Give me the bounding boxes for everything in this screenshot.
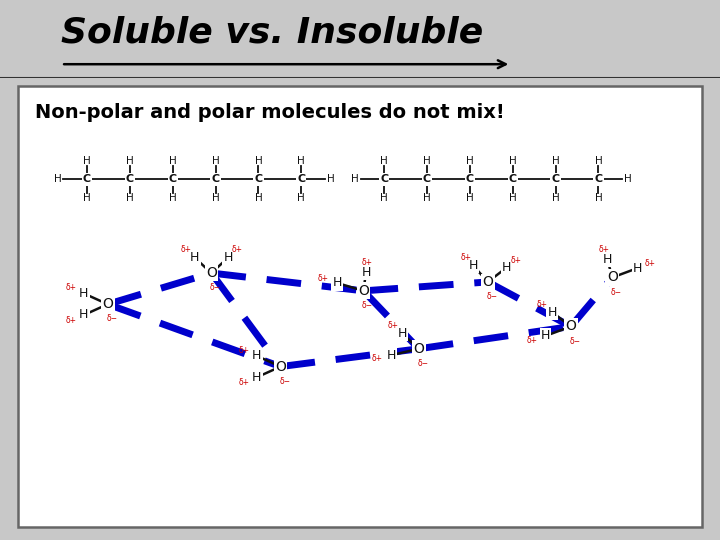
Text: H: H xyxy=(387,349,396,362)
Text: C: C xyxy=(212,174,220,185)
Text: H: H xyxy=(168,193,176,203)
Text: δ−: δ− xyxy=(487,292,498,301)
Text: δ+: δ+ xyxy=(318,274,329,284)
Text: H: H xyxy=(552,156,559,166)
Text: C: C xyxy=(297,174,305,185)
Text: H: H xyxy=(252,349,261,362)
Text: H: H xyxy=(541,329,550,342)
Text: H: H xyxy=(212,193,220,203)
Text: C: C xyxy=(254,174,263,185)
Text: H: H xyxy=(79,308,89,321)
Text: H: H xyxy=(126,156,134,166)
Text: δ−: δ− xyxy=(279,377,290,386)
Text: δ+: δ+ xyxy=(510,255,522,265)
Text: δ+: δ+ xyxy=(537,300,548,309)
Text: C: C xyxy=(509,174,517,185)
Text: O: O xyxy=(413,342,424,356)
Text: δ+: δ+ xyxy=(362,258,373,267)
Text: O: O xyxy=(607,271,618,285)
Text: δ−: δ− xyxy=(107,314,117,323)
Text: δ+: δ+ xyxy=(645,259,656,268)
Text: H: H xyxy=(466,156,474,166)
Text: C: C xyxy=(126,174,134,185)
Text: H: H xyxy=(252,371,261,384)
Text: δ+: δ+ xyxy=(231,245,242,254)
Text: C: C xyxy=(380,174,388,185)
Text: Soluble vs. Insoluble: Soluble vs. Insoluble xyxy=(61,16,483,50)
Text: H: H xyxy=(83,193,91,203)
Text: H: H xyxy=(423,193,431,203)
Text: δ+: δ+ xyxy=(388,321,399,330)
Text: C: C xyxy=(595,174,603,185)
Text: H: H xyxy=(54,174,62,185)
Text: H: H xyxy=(79,287,89,300)
Text: H: H xyxy=(168,156,176,166)
Text: δ−: δ− xyxy=(611,288,622,296)
Text: O: O xyxy=(102,297,113,311)
Text: O: O xyxy=(565,320,576,334)
Text: H: H xyxy=(326,174,334,185)
Text: C: C xyxy=(552,174,559,185)
Text: C: C xyxy=(168,174,176,185)
Text: δ−: δ− xyxy=(418,359,428,368)
Text: δ+: δ+ xyxy=(527,336,538,345)
Text: δ+: δ+ xyxy=(460,253,472,262)
Text: δ+: δ+ xyxy=(239,346,250,355)
Text: H: H xyxy=(333,276,342,289)
Text: H: H xyxy=(633,262,642,275)
Text: H: H xyxy=(380,156,388,166)
Text: H: H xyxy=(254,193,262,203)
Text: δ−: δ− xyxy=(210,284,221,292)
Text: H: H xyxy=(397,327,407,340)
Text: H: H xyxy=(552,193,559,203)
Text: H: H xyxy=(547,306,557,319)
Text: H: H xyxy=(423,156,431,166)
Text: δ+: δ+ xyxy=(181,245,192,254)
Text: H: H xyxy=(624,174,631,185)
Text: O: O xyxy=(482,275,493,289)
Text: H: H xyxy=(469,259,478,272)
Text: H: H xyxy=(223,251,233,264)
Text: C: C xyxy=(423,174,431,185)
Text: H: H xyxy=(595,156,603,166)
Text: δ−: δ− xyxy=(570,337,580,346)
Text: δ+: δ+ xyxy=(599,245,610,254)
Text: Non-polar and polar molecules do not mix!: Non-polar and polar molecules do not mix… xyxy=(35,103,505,122)
Text: O: O xyxy=(275,360,286,374)
Text: H: H xyxy=(297,193,305,203)
Text: H: H xyxy=(190,251,199,264)
Text: H: H xyxy=(126,193,134,203)
Text: H: H xyxy=(466,193,474,203)
Text: H: H xyxy=(509,156,517,166)
Text: C: C xyxy=(466,174,474,185)
Text: H: H xyxy=(254,156,262,166)
Text: H: H xyxy=(297,156,305,166)
Text: H: H xyxy=(595,193,603,203)
FancyBboxPatch shape xyxy=(18,86,702,527)
Text: H: H xyxy=(603,253,612,266)
Text: H: H xyxy=(502,261,511,274)
Text: δ+: δ+ xyxy=(372,354,383,363)
Text: H: H xyxy=(83,156,91,166)
Text: δ−: δ− xyxy=(362,301,373,310)
Text: H: H xyxy=(351,174,359,185)
Text: C: C xyxy=(83,174,91,185)
Text: H: H xyxy=(509,193,517,203)
Text: O: O xyxy=(358,284,369,298)
Text: H: H xyxy=(212,156,220,166)
Text: δ+: δ+ xyxy=(66,316,77,325)
Text: δ+: δ+ xyxy=(66,284,77,292)
Text: δ+: δ+ xyxy=(239,379,250,387)
Text: H: H xyxy=(380,193,388,203)
Text: H: H xyxy=(361,266,371,279)
Text: O: O xyxy=(206,266,217,280)
